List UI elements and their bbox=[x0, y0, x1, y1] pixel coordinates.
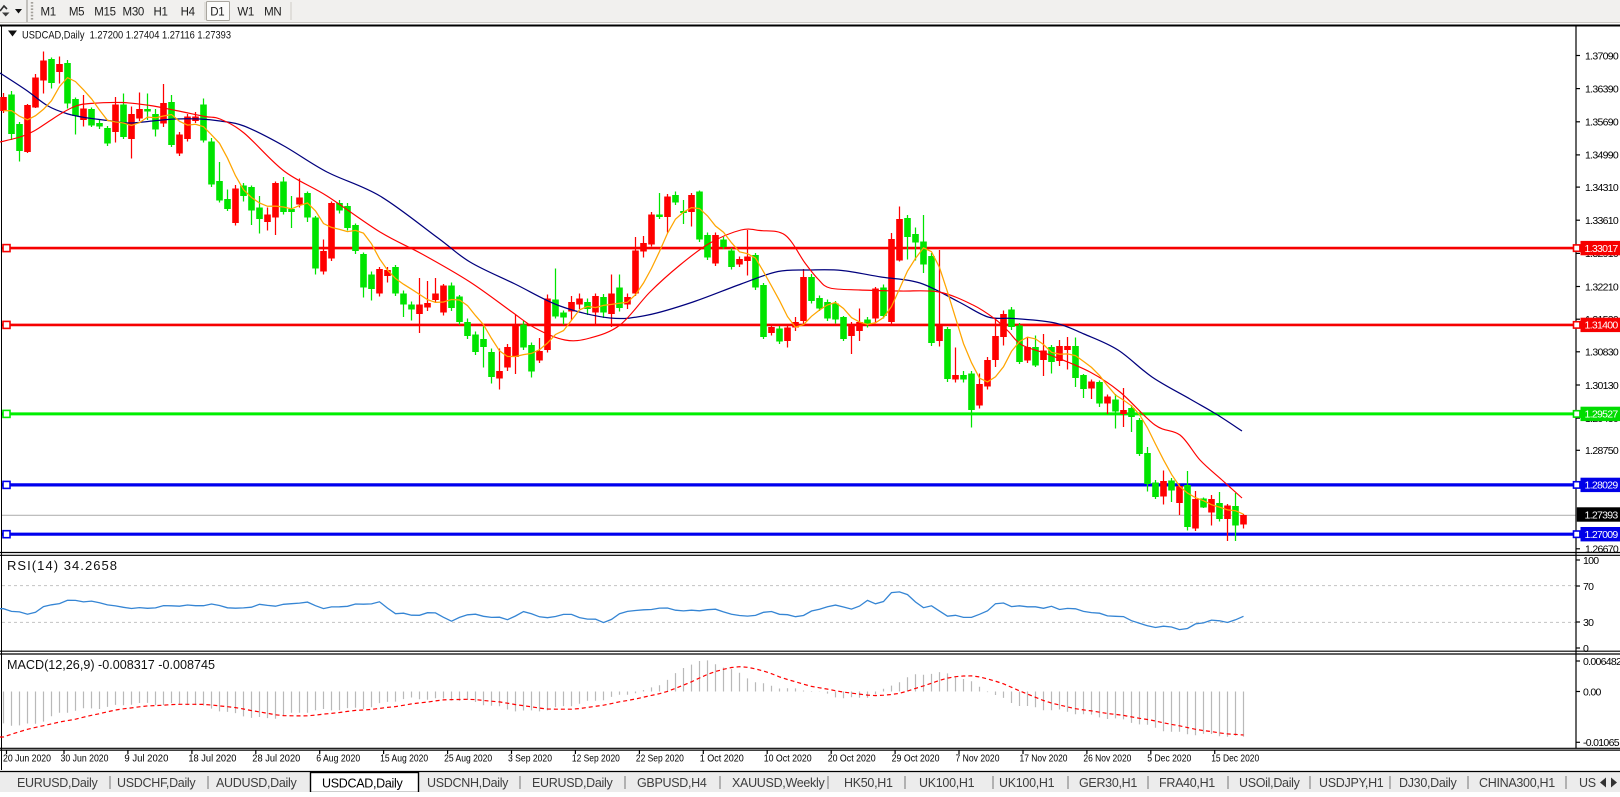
svg-text:6 Aug 2020: 6 Aug 2020 bbox=[316, 753, 360, 765]
svg-text:USDCHF,Daily: USDCHF,Daily bbox=[117, 776, 196, 790]
svg-text:1.30130: 1.30130 bbox=[1585, 380, 1619, 392]
svg-text:AUDUSD,Daily: AUDUSD,Daily bbox=[216, 776, 297, 790]
svg-text:20 Jun 2020: 20 Jun 2020 bbox=[3, 753, 51, 765]
svg-text:0.00: 0.00 bbox=[1583, 686, 1601, 698]
svg-text:1.34990: 1.34990 bbox=[1585, 150, 1619, 162]
svg-text:3 Sep 2020: 3 Sep 2020 bbox=[508, 753, 552, 765]
svg-text:1.31400: 1.31400 bbox=[1585, 320, 1619, 332]
svg-text:UK100,H1: UK100,H1 bbox=[919, 776, 975, 790]
svg-text:15 Aug 2020: 15 Aug 2020 bbox=[380, 753, 428, 765]
svg-text:XAUUSD,Weekly: XAUUSD,Weekly bbox=[732, 776, 825, 790]
svg-text:1.33610: 1.33610 bbox=[1585, 215, 1619, 227]
svg-text:W1: W1 bbox=[237, 7, 254, 19]
svg-text:29 Oct 2020: 29 Oct 2020 bbox=[892, 753, 940, 765]
svg-text:EURUSD,Daily: EURUSD,Daily bbox=[532, 776, 613, 790]
svg-text:MN: MN bbox=[264, 7, 281, 19]
svg-text:GBPUSD,H4: GBPUSD,H4 bbox=[637, 776, 707, 790]
svg-text:25 Aug 2020: 25 Aug 2020 bbox=[444, 753, 492, 765]
svg-text:10 Oct 2020: 10 Oct 2020 bbox=[764, 753, 812, 765]
svg-text:MACD(12,26,9) -0.008317 -0.008: MACD(12,26,9) -0.008317 -0.008745 bbox=[7, 657, 215, 672]
svg-text:15 Dec 2020: 15 Dec 2020 bbox=[1211, 753, 1259, 765]
svg-text:0: 0 bbox=[1583, 643, 1589, 655]
svg-text:1 Oct 2020: 1 Oct 2020 bbox=[700, 753, 744, 765]
svg-text:1.27009: 1.27009 bbox=[1585, 529, 1619, 541]
svg-text:70: 70 bbox=[1583, 581, 1594, 593]
svg-text:20 Oct 2020: 20 Oct 2020 bbox=[828, 753, 876, 765]
svg-text:17 Nov 2020: 17 Nov 2020 bbox=[1020, 753, 1068, 765]
svg-text:26 Nov 2020: 26 Nov 2020 bbox=[1083, 753, 1131, 765]
svg-text:100: 100 bbox=[1583, 555, 1599, 567]
svg-text:M30: M30 bbox=[123, 7, 144, 19]
svg-text:5 Dec 2020: 5 Dec 2020 bbox=[1147, 753, 1191, 765]
svg-text:1.36390: 1.36390 bbox=[1585, 83, 1619, 95]
svg-text:1.28029: 1.28029 bbox=[1585, 480, 1619, 492]
svg-text:FRA40,H1: FRA40,H1 bbox=[1159, 776, 1215, 790]
svg-text:1.29527: 1.29527 bbox=[1585, 409, 1619, 421]
svg-text:GER30,H1: GER30,H1 bbox=[1079, 776, 1137, 790]
svg-text:1.34310: 1.34310 bbox=[1585, 182, 1619, 194]
svg-text:0.006482: 0.006482 bbox=[1583, 656, 1620, 668]
svg-text:1.30830: 1.30830 bbox=[1585, 347, 1619, 359]
svg-text:DJ30,Daily: DJ30,Daily bbox=[1399, 776, 1457, 790]
svg-text:US: US bbox=[1579, 776, 1596, 790]
svg-text:1.27393: 1.27393 bbox=[1585, 509, 1619, 521]
svg-text:30: 30 bbox=[1583, 617, 1594, 629]
svg-text:22 Sep 2020: 22 Sep 2020 bbox=[636, 753, 684, 765]
svg-text:RSI(14) 34.2658: RSI(14) 34.2658 bbox=[7, 558, 117, 573]
svg-text:1.35690: 1.35690 bbox=[1585, 117, 1619, 129]
svg-text:USDCAD,Daily 1.27200 1.27404: USDCAD,Daily 1.27200 1.27404 1.27116 1.2… bbox=[22, 30, 231, 42]
svg-text:1.26670: 1.26670 bbox=[1585, 544, 1619, 556]
svg-text:EURUSD,Daily: EURUSD,Daily bbox=[17, 776, 98, 790]
svg-text:12 Sep 2020: 12 Sep 2020 bbox=[572, 753, 620, 765]
svg-text:9 Jul 2020: 9 Jul 2020 bbox=[124, 753, 168, 765]
svg-text:18 Jul 2020: 18 Jul 2020 bbox=[188, 753, 236, 765]
svg-text:1.37090: 1.37090 bbox=[1585, 50, 1619, 62]
svg-text:7 Nov 2020: 7 Nov 2020 bbox=[956, 753, 1000, 765]
svg-text:1.33017: 1.33017 bbox=[1585, 243, 1619, 255]
svg-text:M1: M1 bbox=[41, 7, 56, 19]
svg-text:UK100,H1: UK100,H1 bbox=[999, 776, 1055, 790]
svg-text:28 Jul 2020: 28 Jul 2020 bbox=[252, 753, 300, 765]
svg-text:USDJPY,H1: USDJPY,H1 bbox=[1319, 776, 1384, 790]
svg-text:1.28750: 1.28750 bbox=[1585, 445, 1619, 457]
svg-text:M5: M5 bbox=[69, 7, 84, 19]
svg-text:HK50,H1: HK50,H1 bbox=[844, 776, 893, 790]
svg-text:1.32210: 1.32210 bbox=[1585, 281, 1619, 293]
svg-text:H1: H1 bbox=[153, 7, 167, 19]
svg-text:CHINA300,H1: CHINA300,H1 bbox=[1479, 776, 1555, 790]
svg-text:USDCNH,Daily: USDCNH,Daily bbox=[427, 776, 509, 790]
svg-text:USDCAD,Daily: USDCAD,Daily bbox=[322, 777, 403, 791]
svg-text:M15: M15 bbox=[94, 7, 115, 19]
svg-text:USOil,Daily: USOil,Daily bbox=[1239, 776, 1301, 790]
svg-text:D1: D1 bbox=[210, 7, 224, 19]
svg-text:30 Jun 2020: 30 Jun 2020 bbox=[61, 753, 109, 765]
svg-text:H4: H4 bbox=[181, 7, 196, 19]
svg-text:-0.01065: -0.01065 bbox=[1583, 737, 1620, 749]
